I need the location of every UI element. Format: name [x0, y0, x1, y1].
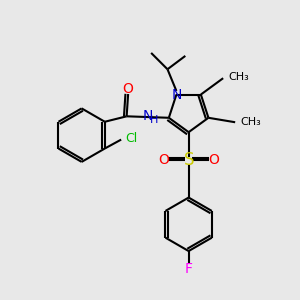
Text: CH₃: CH₃ [241, 117, 261, 127]
Text: O: O [123, 82, 134, 96]
Text: O: O [208, 153, 219, 167]
Text: S: S [183, 152, 194, 169]
Text: N: N [142, 109, 153, 123]
Text: F: F [184, 262, 193, 276]
Text: CH₃: CH₃ [229, 72, 249, 82]
Text: N: N [171, 88, 182, 101]
Text: Cl: Cl [126, 132, 138, 145]
Text: O: O [158, 153, 169, 167]
Text: H: H [150, 115, 158, 125]
